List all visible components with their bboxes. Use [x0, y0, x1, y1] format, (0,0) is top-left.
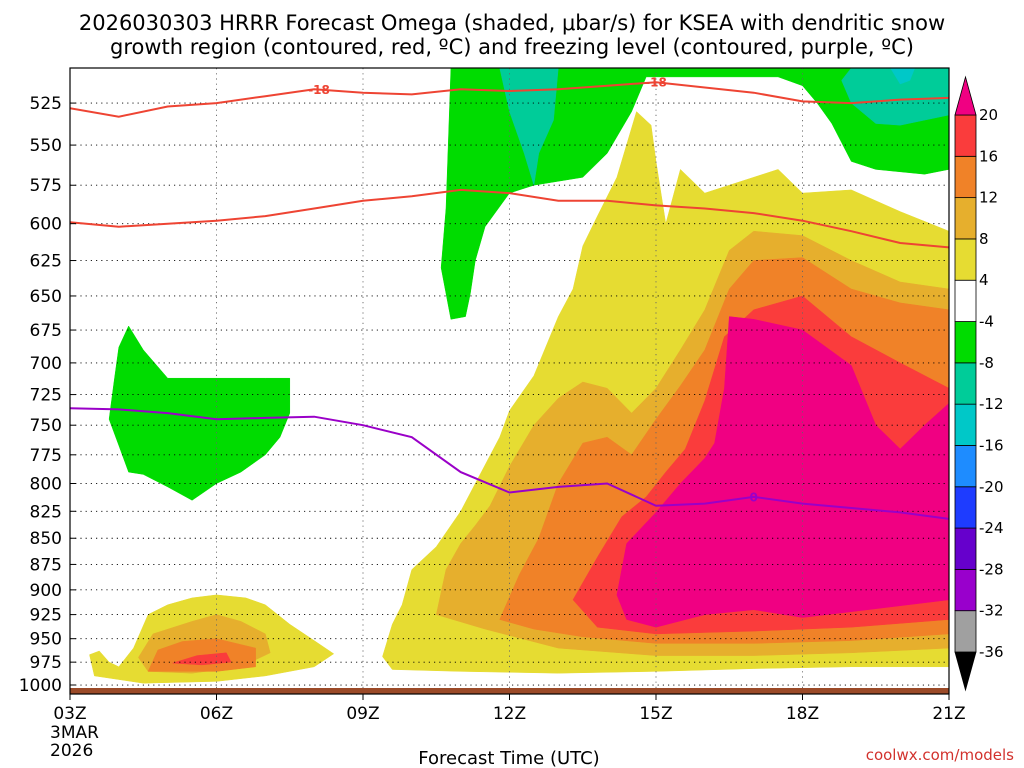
- colorbar-swatch-5: [954, 445, 977, 488]
- colorbar-level-m4: -4: [979, 313, 994, 331]
- xtick-label-06Z: 06Z: [200, 704, 233, 724]
- xtick-label-09Z: 09Z: [346, 704, 379, 724]
- time-axis: 03Z 06Z 09Z 12Z 15Z 18Z 21Z: [53, 694, 966, 724]
- colorbar-level-p8: 8: [979, 230, 989, 248]
- omega-region-m4-1: [108, 325, 291, 501]
- dendritic-contour-1-label-2: -18: [645, 76, 667, 90]
- chart-title-line-1: 2026030303 HRRR Forecast Omega (shaded, …: [79, 11, 945, 35]
- omega-shading: [89, 68, 949, 684]
- xtick-label-18Z: 18Z: [786, 704, 819, 724]
- dendritic-contour-2: [70, 188, 949, 249]
- ytick-label-650: 650: [30, 287, 62, 307]
- ytick-label-1000: 1000: [19, 676, 62, 696]
- colorbar-level-m36: -36: [979, 643, 1004, 661]
- ytick-label-725: 725: [30, 386, 62, 406]
- ground-band: [70, 688, 949, 694]
- dendritic-contour-1: [70, 81, 949, 118]
- colorbar-swatch-3: [954, 527, 977, 570]
- colorbar: -36 -32 -28 -24 -20 -16 -12 -8 -4 4 8 12 16 20: [954, 75, 1004, 692]
- ytick-label-575: 575: [30, 176, 62, 196]
- xtick-label-12Z: 12Z: [493, 704, 526, 724]
- colorbar-level-m20: -20: [979, 478, 1004, 496]
- colorbar-swatch-1: [954, 610, 977, 653]
- colorbar-level-p4: 4: [979, 271, 989, 289]
- colorbar-lower-triangle: [954, 651, 977, 692]
- colorbar-level-p12: 12: [979, 189, 998, 207]
- ytick-label-750: 750: [30, 416, 62, 436]
- ground-surface: [70, 688, 949, 694]
- colorbar-swatch-12: [954, 155, 977, 199]
- omega-region-p20-1: [616, 316, 949, 628]
- x-axis-label: Forecast Time (UTC): [418, 748, 599, 768]
- ytick-label-775: 775: [30, 446, 62, 466]
- pressure-axis: 525 550 575 600 625 650 675 700 725 750 775 800 825 8…: [19, 94, 76, 696]
- ytick-label-950: 950: [30, 630, 62, 650]
- omega-region-m4-2: [440, 68, 949, 320]
- ytick-label-925: 925: [30, 606, 62, 626]
- colorbar-swatch-10: [954, 238, 977, 281]
- xtick-label-15Z: 15Z: [639, 704, 672, 724]
- colorbar-swatch-6: [954, 403, 977, 446]
- colorbar-swatch-8: [954, 321, 977, 364]
- colorbar-swatch-4: [954, 486, 977, 529]
- xtick-label-21Z: 21Z: [932, 704, 965, 724]
- colorbar-level-m16: -16: [979, 436, 1004, 454]
- date-label-year: 2026: [50, 741, 93, 761]
- ytick-label-900: 900: [30, 581, 62, 601]
- dendritic-contour-1-label-1: -18: [308, 83, 330, 97]
- gridlines: [70, 68, 949, 694]
- colorbar-level-m28: -28: [979, 560, 1004, 578]
- temperature-contours: -18 -18 0: [70, 76, 949, 520]
- ytick-label-850: 850: [30, 529, 62, 549]
- ytick-label-975: 975: [30, 653, 62, 673]
- ytick-label-550: 550: [30, 136, 62, 156]
- colorbar-level-m12: -12: [979, 395, 1004, 413]
- ytick-label-525: 525: [30, 94, 62, 114]
- colorbar-swatch-2: [954, 568, 977, 612]
- colorbar-swatch-13: [954, 114, 977, 157]
- freezing-level-contour-label-1: 0: [749, 490, 757, 504]
- ytick-label-875: 875: [30, 555, 62, 575]
- colorbar-swatch-7: [954, 362, 977, 405]
- colorbar-swatch-9: [954, 279, 977, 322]
- ytick-label-625: 625: [30, 252, 62, 272]
- date-label-day: 3MAR: [50, 723, 99, 743]
- colorbar-swatch-11: [954, 197, 977, 240]
- omega-region-m8-2: [841, 68, 949, 126]
- ytick-label-700: 700: [30, 354, 62, 374]
- omega-region-m8-1: [499, 68, 559, 186]
- xtick-label-03Z: 03Z: [53, 704, 86, 724]
- colorbar-upper-triangle: [954, 75, 977, 116]
- ytick-label-675: 675: [30, 321, 62, 341]
- ytick-label-600: 600: [30, 215, 62, 235]
- ytick-label-800: 800: [30, 474, 62, 494]
- colorbar-level-p16: 16: [979, 147, 998, 165]
- colorbar-level-m32: -32: [979, 602, 1004, 620]
- ytick-label-825: 825: [30, 502, 62, 522]
- chart-title-line-2: growth region (contoured, red, ºC) and f…: [110, 35, 914, 59]
- colorbar-level-m8: -8: [979, 354, 994, 372]
- colorbar-level-m24: -24: [979, 519, 1004, 537]
- credit-text[interactable]: coolwx.com/models: [866, 746, 1014, 764]
- colorbar-level-p20: 20: [979, 106, 998, 124]
- freezing-level-contour: [70, 407, 949, 520]
- omega-region-m12-1: [890, 68, 916, 85]
